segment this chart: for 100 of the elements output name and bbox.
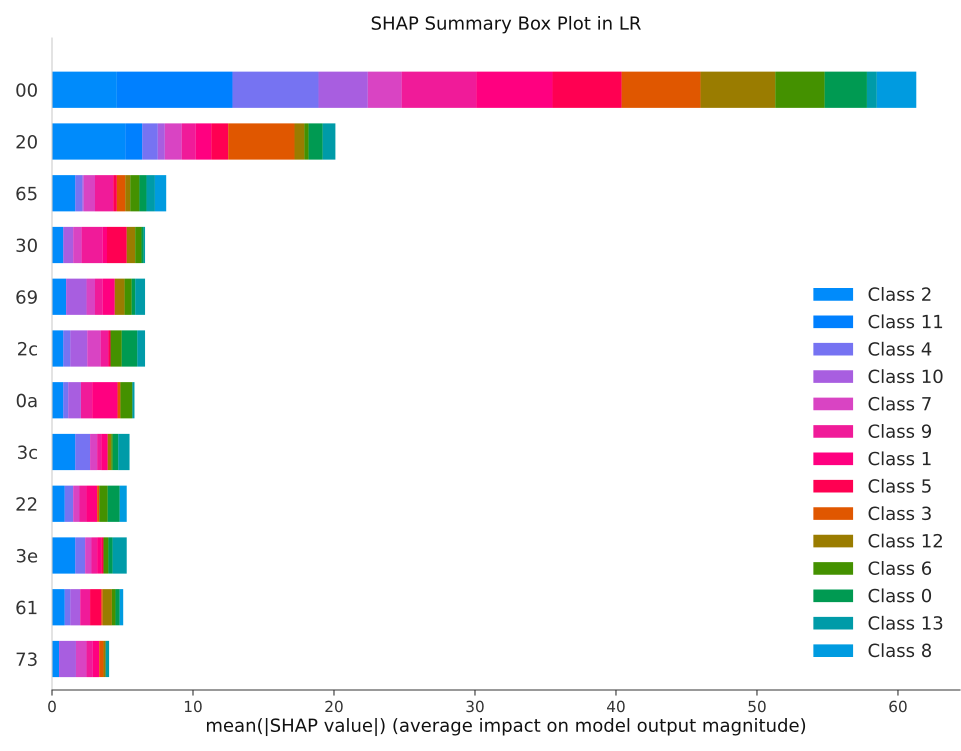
bar xyxy=(322,123,336,160)
bar xyxy=(120,382,132,418)
y-tick-label: 22 xyxy=(16,497,36,511)
bar xyxy=(97,537,102,574)
bar xyxy=(700,72,776,108)
bar xyxy=(476,72,553,108)
x-tick-label: 30 xyxy=(466,700,484,712)
bar xyxy=(75,537,86,574)
legend-label: Class 10 xyxy=(868,369,943,384)
legend-label: Class 7 xyxy=(868,396,931,411)
bar xyxy=(86,278,96,315)
legend-label: Class 1 xyxy=(868,451,931,466)
y-tick-label: 20 xyxy=(16,134,37,149)
bar xyxy=(124,278,132,315)
bar xyxy=(106,226,127,264)
bar xyxy=(85,537,92,574)
bar xyxy=(775,72,825,108)
bar xyxy=(95,278,103,315)
bar xyxy=(228,123,295,160)
legend-label: Class 5 xyxy=(868,478,931,493)
bar xyxy=(154,175,166,212)
bar xyxy=(164,123,182,160)
bar xyxy=(70,589,80,626)
bar xyxy=(866,72,877,108)
bar xyxy=(101,434,108,470)
bar xyxy=(196,123,212,160)
y-tick-label: 2c xyxy=(18,342,37,356)
bar xyxy=(102,589,112,626)
bar xyxy=(182,123,196,160)
bar xyxy=(75,175,82,212)
bar xyxy=(70,330,88,367)
bar xyxy=(108,486,120,522)
y-tick-label: 0a xyxy=(16,394,36,408)
bar xyxy=(91,537,98,574)
legend-label: Class 0 xyxy=(868,588,932,602)
bar xyxy=(824,72,867,108)
bar xyxy=(130,175,140,212)
bar xyxy=(120,589,124,626)
legend-label: Class 11 xyxy=(868,314,942,328)
bar xyxy=(99,640,104,678)
y-tick-label: 00 xyxy=(16,83,37,97)
bar xyxy=(112,537,127,574)
x-tick-label: 0 xyxy=(48,700,56,712)
bar xyxy=(90,589,102,626)
legend-label: Class 13 xyxy=(868,616,942,630)
bar xyxy=(108,434,112,470)
bar xyxy=(52,434,76,470)
bar xyxy=(92,640,100,678)
bar xyxy=(132,278,136,315)
bar xyxy=(294,123,304,160)
bar xyxy=(79,486,87,522)
bar xyxy=(122,330,138,367)
bar xyxy=(211,123,228,160)
y-tick-label: 3e xyxy=(16,548,38,563)
bar xyxy=(115,589,120,626)
bar xyxy=(64,589,70,626)
bar xyxy=(120,486,127,522)
bar xyxy=(368,72,402,108)
bar xyxy=(80,382,92,418)
bar xyxy=(52,382,64,418)
y-tick-label: 69 xyxy=(16,290,37,304)
x-tick-label: 20 xyxy=(325,700,343,712)
bar xyxy=(112,589,116,626)
bar xyxy=(52,330,64,367)
bar xyxy=(308,123,323,160)
y-tick-label: 3c xyxy=(18,445,37,460)
y-tick-label: 61 xyxy=(16,600,36,614)
bar xyxy=(80,589,90,626)
bar xyxy=(52,537,76,574)
bar xyxy=(63,330,70,367)
bar xyxy=(59,640,76,678)
bar xyxy=(90,434,98,470)
bar xyxy=(402,72,476,108)
bar xyxy=(99,486,108,522)
bar xyxy=(876,72,916,108)
x-tick-label: 50 xyxy=(748,700,766,712)
bar xyxy=(95,175,114,212)
bar xyxy=(114,278,125,315)
bar xyxy=(113,175,117,212)
bar xyxy=(125,175,130,212)
bar xyxy=(135,278,146,315)
legend-label: Class 6 xyxy=(868,561,932,575)
legend-label: Class 9 xyxy=(868,424,931,438)
bar xyxy=(158,123,165,160)
bar xyxy=(112,434,118,470)
chart-title: SHAP Summary Box Plot in LR xyxy=(372,16,641,34)
bar xyxy=(108,537,113,574)
bar xyxy=(84,175,96,212)
bar xyxy=(318,72,368,108)
bar xyxy=(87,330,101,367)
legend-label: Class 4 xyxy=(868,342,932,356)
bar xyxy=(552,72,622,108)
bar xyxy=(76,640,87,678)
bar xyxy=(110,330,122,367)
bar xyxy=(622,72,701,108)
bar xyxy=(103,640,106,678)
bar xyxy=(82,226,103,264)
bar xyxy=(118,434,130,470)
bar xyxy=(66,278,87,315)
legend-label: Class 12 xyxy=(868,534,942,548)
